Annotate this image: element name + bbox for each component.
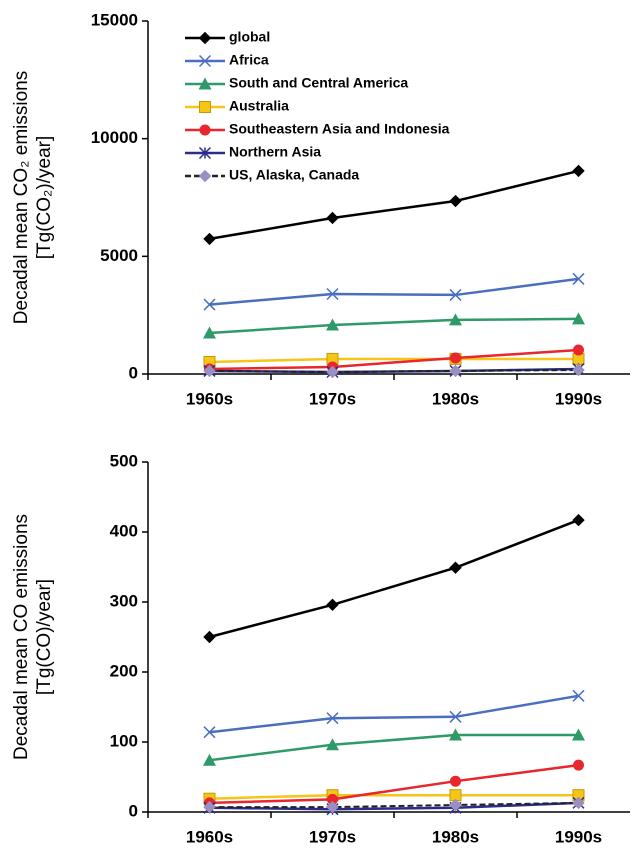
y-tick-label: 0 — [129, 801, 138, 820]
marker — [450, 775, 461, 787]
marker — [199, 101, 211, 113]
marker — [572, 164, 585, 178]
x-tick-label: 1960s — [186, 389, 233, 408]
x-tick-label: 1960s — [186, 827, 233, 846]
marker — [326, 365, 339, 379]
marker — [572, 312, 585, 325]
marker — [572, 728, 585, 741]
marker — [572, 689, 585, 702]
marker — [449, 194, 462, 208]
series-line — [209, 348, 579, 371]
y-tick-label: 15000 — [91, 10, 138, 29]
legend-label: Australia — [229, 98, 289, 114]
y-tick-label: 300 — [110, 591, 138, 610]
marker — [326, 287, 339, 301]
series-line — [209, 317, 579, 335]
marker — [572, 513, 585, 527]
legend-label: Africa — [229, 52, 269, 68]
series-line — [209, 694, 579, 734]
marker — [203, 364, 216, 378]
marker — [326, 712, 339, 725]
marker — [572, 272, 585, 285]
marker — [573, 759, 584, 771]
series-line — [209, 518, 579, 639]
marker — [203, 800, 216, 814]
x-tick-label: 1990s — [555, 389, 602, 408]
legend-label: Southeastern Asia and Indonesia — [229, 121, 450, 137]
series-line — [209, 793, 579, 800]
y-tick-label: 10000 — [91, 128, 138, 147]
marker — [572, 363, 585, 377]
marker — [326, 800, 339, 814]
x-tick-label: 1970s — [309, 389, 356, 408]
marker — [572, 796, 585, 810]
x-tick-label: 1990s — [555, 827, 602, 846]
legend-label: South and Central America — [229, 75, 408, 91]
legend-label: Northern Asia — [229, 144, 321, 160]
marker — [449, 288, 462, 301]
y-tick-label: 0 — [129, 363, 138, 382]
marker — [573, 344, 584, 356]
marker — [198, 77, 212, 90]
marker — [326, 738, 339, 751]
y-tick-label: 100 — [110, 731, 138, 750]
series-line — [209, 169, 579, 241]
y-axis-title: [Tg(CO₂)/year] — [34, 136, 55, 260]
marker — [326, 318, 339, 331]
marker — [203, 326, 216, 339]
series-line — [209, 277, 579, 306]
series-line — [209, 368, 579, 374]
marker — [203, 630, 216, 644]
y-tick-label: 200 — [110, 661, 138, 680]
marker — [449, 728, 462, 741]
marker — [198, 31, 212, 45]
marker — [198, 169, 212, 183]
legend-label: global — [229, 29, 270, 45]
marker — [449, 364, 462, 378]
marker — [203, 298, 216, 311]
marker — [203, 726, 216, 739]
x-tick-label: 1980s — [432, 389, 479, 408]
y-tick-label: 500 — [110, 451, 138, 470]
marker — [203, 753, 216, 766]
marker — [326, 211, 339, 225]
series-line — [209, 357, 579, 364]
legend-label: US, Alaska, Canada — [229, 167, 359, 183]
marker — [198, 54, 212, 68]
marker — [199, 124, 211, 136]
marker — [198, 146, 212, 160]
y-axis-title: [Tg(CO)/year] — [34, 579, 55, 695]
marker — [450, 352, 461, 364]
marker — [203, 232, 216, 246]
y-tick-label: 5000 — [100, 246, 138, 265]
series-line — [209, 801, 579, 811]
series-line — [209, 733, 579, 762]
y-tick-label: 400 — [110, 521, 138, 540]
y-axis-title: Decadal mean CO₂ emissions — [11, 71, 32, 324]
series-line — [209, 763, 579, 805]
series-line — [209, 801, 579, 809]
marker — [449, 798, 462, 812]
x-tick-label: 1970s — [309, 827, 356, 846]
marker — [449, 561, 462, 574]
marker — [449, 710, 462, 723]
marker — [326, 598, 339, 612]
marker — [327, 793, 338, 805]
x-tick-label: 1980s — [432, 827, 479, 846]
y-axis-title: Decadal mean CO emissions — [11, 514, 32, 760]
marker — [449, 313, 462, 326]
